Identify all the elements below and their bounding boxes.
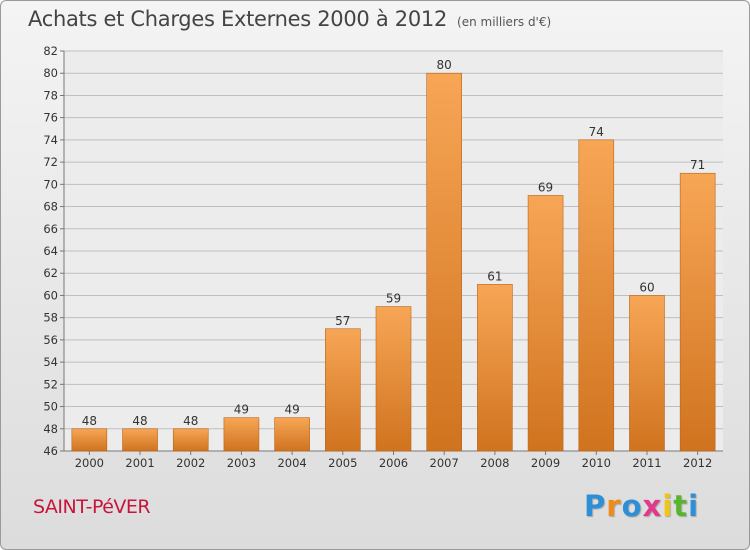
logo-letter: r <box>606 489 622 523</box>
data-label: 61 <box>487 269 502 283</box>
x-tick-label: 2007 <box>430 456 459 470</box>
data-label: 49 <box>234 403 249 417</box>
x-tick-label: 2009 <box>531 456 560 470</box>
data-label: 71 <box>690 158 705 172</box>
y-tick-label: 66 <box>43 222 58 236</box>
bar <box>122 428 158 452</box>
x-tick-label: 2003 <box>227 456 256 470</box>
city-name: SAINT-PéVER <box>33 496 151 518</box>
data-label: 48 <box>82 414 97 428</box>
x-tick-label: 2008 <box>480 456 509 470</box>
bar <box>223 417 260 452</box>
data-label: 59 <box>386 292 401 306</box>
y-tick-label: 48 <box>43 422 58 436</box>
bar <box>679 172 716 452</box>
logo-letter: i <box>662 489 674 523</box>
y-tick-label: 58 <box>43 311 58 325</box>
chart-title: Achats et Charges Externes 2000 à 2012 (e… <box>28 7 551 31</box>
y-tick-label: 50 <box>43 400 58 414</box>
data-label: 60 <box>639 280 654 294</box>
bar <box>71 428 108 452</box>
y-tick-label: 46 <box>43 444 58 458</box>
logo-letter: t <box>673 489 689 523</box>
y-tick-label: 68 <box>43 200 58 214</box>
bar <box>325 328 361 452</box>
y-tick-label: 76 <box>43 111 58 125</box>
bar <box>274 417 310 452</box>
y-tick-label: 52 <box>43 377 58 391</box>
x-tick-label: 2006 <box>379 456 408 470</box>
x-tick-label: 2004 <box>277 456 306 470</box>
x-tick-label: 2002 <box>176 456 205 470</box>
y-tick-label: 82 <box>43 44 58 58</box>
bar <box>477 284 513 452</box>
data-label: 80 <box>437 58 452 72</box>
bar <box>375 306 412 452</box>
data-label: 57 <box>335 314 350 328</box>
data-label: 74 <box>589 125 604 139</box>
data-label: 48 <box>183 414 198 428</box>
x-tick-label: 2000 <box>75 456 104 470</box>
logo-letter: i <box>688 489 700 523</box>
y-tick-label: 74 <box>43 133 58 147</box>
x-tick-label: 2010 <box>582 456 611 470</box>
chart-title-text: Achats et Charges Externes 2000 à 2012 <box>28 7 448 31</box>
bar <box>527 195 564 452</box>
y-tick-label: 62 <box>43 266 58 280</box>
x-tick-label: 2011 <box>632 456 661 470</box>
y-tick-label: 54 <box>43 355 58 369</box>
bar <box>578 139 615 452</box>
y-tick-label: 60 <box>43 288 58 302</box>
y-tick-label: 72 <box>43 155 58 169</box>
bar <box>172 428 209 452</box>
y-tick-label: 78 <box>43 88 58 102</box>
bar <box>426 72 462 452</box>
data-label: 69 <box>538 180 553 194</box>
bar <box>629 295 665 452</box>
logo-letter: P <box>584 489 607 523</box>
x-tick-label: 2012 <box>683 456 712 470</box>
x-tick-label: 2005 <box>328 456 357 470</box>
chart-unit: (en milliers d'€) <box>457 15 552 29</box>
y-tick-label: 56 <box>43 333 58 347</box>
logo-letter: x <box>642 489 663 523</box>
proxiti-logo: Proxiti <box>584 489 699 523</box>
data-label: 49 <box>284 403 299 417</box>
logo-letter: o <box>621 489 643 523</box>
y-tick-label: 70 <box>43 177 58 191</box>
x-tick-label: 2001 <box>125 456 154 470</box>
y-tick-label: 64 <box>43 244 58 258</box>
y-tick-label: 80 <box>43 66 58 80</box>
data-label: 48 <box>132 414 147 428</box>
